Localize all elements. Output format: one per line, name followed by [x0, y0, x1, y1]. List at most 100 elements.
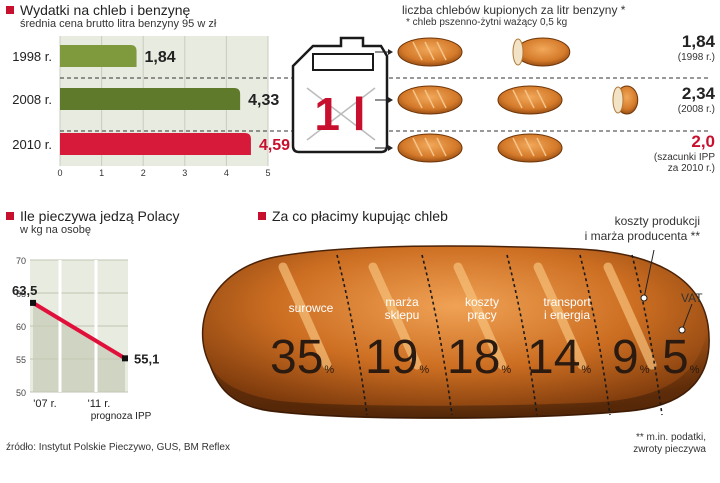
- segment-label-text: pracy: [467, 308, 497, 322]
- bar-value-label: 4,59: [259, 137, 290, 154]
- segment-pct-koszty-produkcji: 9%: [612, 330, 649, 385]
- value-label: 55,1: [134, 351, 159, 366]
- footnote-text: ** m.in. podatki,: [635, 432, 706, 443]
- y-tick-label: 50: [16, 388, 26, 398]
- pct-value: 9: [612, 331, 639, 384]
- x-tick-label: 5: [265, 168, 270, 178]
- canister-handle: [312, 53, 374, 71]
- canister-body: [291, 36, 389, 154]
- x-tick-label: '11 r.: [88, 398, 111, 410]
- pct-unit: %: [689, 364, 700, 376]
- pct-unit: %: [501, 364, 512, 376]
- loaf-caption: (1998 r.): [677, 52, 715, 63]
- arrow-head-icon: [388, 49, 393, 55]
- consumption-title: Ile pieczywa jedzą Polacy: [20, 208, 180, 224]
- loaf-score: [536, 137, 547, 157]
- x-tick-label: 3: [182, 168, 187, 178]
- pct-unit: %: [581, 364, 592, 376]
- consumption-header: Ile pieczywa jedzą Polacy w kg na osobę: [6, 208, 206, 236]
- loaf-score: [424, 41, 435, 61]
- segment-label-transport: transport i energia: [532, 296, 602, 322]
- loaf-score: [524, 137, 535, 157]
- callout-vat: VAT: [681, 291, 703, 305]
- red-square-icon: [6, 6, 14, 14]
- category-label: 1998 r.: [12, 49, 52, 64]
- consumption-plot: 70 65 60 55 50 63,5 55,1 '07 r. '11 r.prognoza I…: [12, 256, 159, 422]
- loaf-caption: za 2010 r.): [667, 163, 715, 174]
- category-label: 2010 r.: [12, 137, 52, 152]
- pct-unit: %: [419, 364, 430, 376]
- segment-label-text: sklepu: [384, 308, 420, 322]
- cost-title: Za co płacimy kupując chleb: [272, 208, 448, 224]
- segment-pct-surowce: 35%: [270, 330, 334, 385]
- y-tick-label: 55: [16, 355, 26, 365]
- callout-line: [643, 249, 655, 299]
- loaf-row-1998: 1,84 (1998 r.): [620, 32, 715, 84]
- segment-label-text: i energia: [543, 308, 591, 322]
- consumption-line: [31, 301, 127, 361]
- fuel-chart-bars: 1,84 4,33 4,59: [60, 45, 290, 155]
- segment-pct-vat: 5%: [662, 330, 699, 385]
- loaf-score: [512, 137, 523, 157]
- x-tick-label: 0: [57, 168, 62, 178]
- consumption-subtitle: w kg na osobę: [20, 224, 91, 236]
- segment-pct-transport: 14%: [527, 330, 591, 385]
- loaf-row-2008: 2,34 (2008 r.): [620, 84, 715, 132]
- loaf-caption: (szacunki IPP: [653, 152, 715, 163]
- area-fill: [33, 302, 125, 392]
- loaf-cut-face: [612, 86, 624, 114]
- x-tick-label: 1: [99, 168, 104, 178]
- bar: [60, 88, 241, 110]
- loaf-cut-face: [512, 38, 524, 66]
- fuel-chart-subtitle: średnia cena brutto litra benzyny 95 w z…: [20, 18, 217, 30]
- callout-text: VAT: [681, 291, 703, 305]
- fuel-canister: 1 l: [291, 36, 389, 154]
- loaves-note: * chleb pszenno-żytni ważący 0,5 kg: [406, 17, 568, 28]
- loaf-score: [436, 89, 447, 109]
- arrow-head-icon: [388, 97, 393, 103]
- forecast-label: prognoza IPP: [91, 411, 152, 422]
- loaves-chart: [375, 37, 639, 163]
- bread-loaf: [201, 245, 710, 419]
- segment-label-text: marża: [385, 295, 419, 309]
- fuel-chart-header: Wydatki na chleb i benzynę średnia cena …: [6, 2, 276, 30]
- fuel-chart-categories: 1998 r. 2008 r. 2010 r.: [12, 49, 52, 152]
- segment-pct-marza: 19%: [365, 330, 429, 385]
- arrow-head-icon: [388, 145, 393, 151]
- bread-score: [453, 262, 507, 370]
- loaf-caption: (2008 r.): [677, 104, 715, 115]
- fuel-chart-x-ticks: 0 1 2 3 4 5: [57, 168, 270, 178]
- pct-value: 19: [365, 331, 419, 384]
- segment-label-text: surowce: [288, 301, 334, 315]
- y-tick-label: 70: [16, 256, 26, 266]
- segment-label-text: transport: [543, 295, 591, 309]
- bar: [60, 45, 137, 67]
- x-tick-label: 2: [141, 168, 146, 178]
- loaf-score: [412, 41, 423, 61]
- loaf-row-2010: 2,0 (szacunki IPP za 2010 r.): [620, 132, 715, 174]
- loaf-score: [512, 89, 523, 109]
- callout-koszty-produkcji: koszty produkcji i marża producenta **: [585, 214, 700, 244]
- partial-loaf-icon: [515, 37, 571, 67]
- bread-scores: [278, 262, 657, 370]
- canister-rib: [306, 87, 376, 141]
- value-label: 63,5: [12, 283, 37, 298]
- pct-value: 5: [662, 331, 689, 384]
- loaf-score: [424, 89, 435, 109]
- bread-score: [533, 262, 587, 370]
- loaf-score: [424, 137, 435, 157]
- fuel-chart: 1,84 4,33 4,59 0 1 2 3 4 5 1998 r. 2008 r. 2010 r…: [12, 36, 290, 178]
- loaf-value: 2,34: [681, 84, 715, 103]
- loaf-score: [524, 89, 535, 109]
- y-tick-label: 65: [16, 289, 26, 299]
- loaves-title: liczba chlebów kupionych za litr benzyny…: [402, 3, 626, 17]
- x-tick-label: 4: [224, 168, 229, 178]
- callout-dot: [640, 294, 648, 302]
- cost-header: Za co płacimy kupując chleb: [258, 208, 448, 224]
- data-point: [122, 355, 128, 362]
- loaves-values: 1,84 (1998 r.) 2,34 (2008 r.) 2,0 (szacu…: [620, 32, 715, 174]
- callout-dot: [678, 326, 686, 334]
- source-note: źródło: Instytut Polskie Pieczywo, GUS, …: [6, 442, 230, 453]
- bread-score: [278, 262, 332, 370]
- bread-score: [368, 262, 422, 370]
